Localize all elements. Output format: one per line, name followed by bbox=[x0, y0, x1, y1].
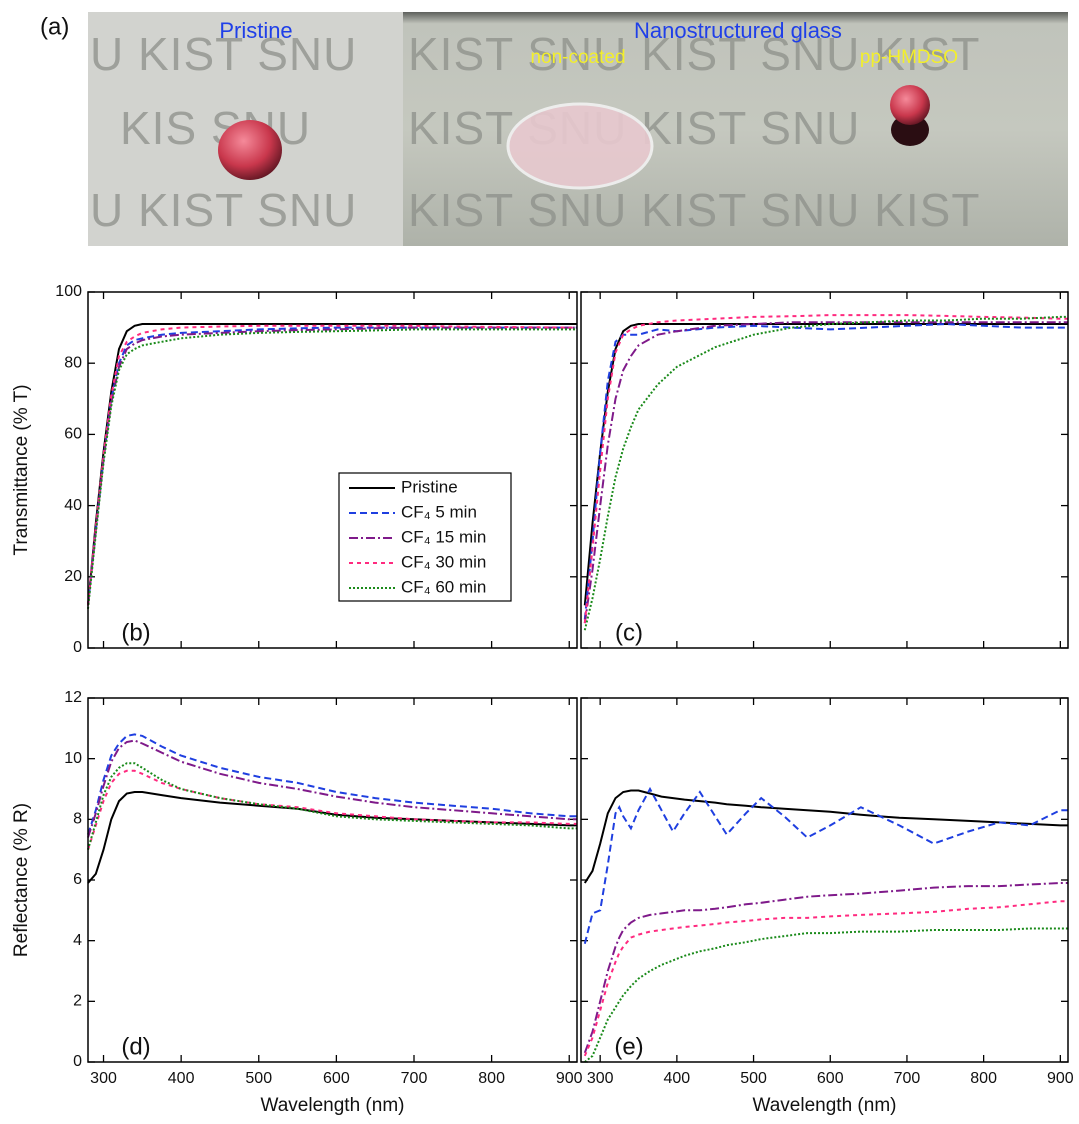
x-tick-label: 800 bbox=[478, 1070, 505, 1087]
watermark-text: KIST SNU KIST SNU KIST bbox=[408, 184, 980, 236]
data-line bbox=[87, 739, 577, 838]
x-tick-label: 700 bbox=[894, 1070, 921, 1087]
data-line bbox=[583, 314, 1068, 624]
x-tick-label: 400 bbox=[664, 1070, 691, 1087]
legend-label: CF₄ 15 min bbox=[401, 527, 486, 546]
x-tick-label: 700 bbox=[401, 1070, 428, 1087]
data-line bbox=[583, 315, 1068, 631]
x-axis-title: Wavelength (nm) bbox=[261, 1095, 405, 1116]
data-line bbox=[87, 328, 577, 609]
x-tick-label: 600 bbox=[323, 1070, 350, 1087]
y-tick-label: 60 bbox=[64, 426, 82, 443]
data-line bbox=[584, 927, 1068, 1063]
watermark-text: U KIST SNU bbox=[90, 28, 357, 80]
data-line bbox=[87, 769, 577, 851]
data-line bbox=[583, 882, 1068, 1054]
plot-frame bbox=[580, 697, 1069, 1063]
plot-frame bbox=[87, 697, 578, 1063]
droplet bbox=[218, 120, 282, 180]
x-tick-label: 300 bbox=[90, 1070, 117, 1087]
panel-label: (b) bbox=[121, 619, 150, 646]
panel-label: (c) bbox=[615, 619, 643, 646]
x-tick-label: 900 bbox=[556, 1070, 583, 1087]
x-tick-label: 900 bbox=[1047, 1070, 1074, 1087]
y-tick-label: 80 bbox=[64, 354, 82, 371]
y-axis-title: Transmittance (% T) bbox=[11, 384, 32, 555]
y-tick-label: 40 bbox=[64, 497, 82, 514]
photo: U KIST SNU KIST SNU KIST SNU KIST KIS SNU K… bbox=[88, 12, 1068, 246]
x-tick-label: 500 bbox=[245, 1070, 272, 1087]
x-tick-label: 800 bbox=[970, 1070, 997, 1087]
panel-label: (a) bbox=[40, 13, 69, 40]
x-tick-label: 600 bbox=[817, 1070, 844, 1087]
watermark-text: KIST SNU KIST SNU KIST bbox=[408, 28, 980, 80]
data-line bbox=[583, 789, 1068, 884]
y-tick-label: 6 bbox=[73, 871, 82, 888]
data-line bbox=[583, 323, 1068, 606]
caption: non-coated bbox=[530, 47, 625, 68]
caption: pp-HMDSO bbox=[860, 47, 958, 68]
y-tick-label: 0 bbox=[73, 1053, 82, 1070]
data-line bbox=[87, 762, 577, 850]
legend-label: Pristine bbox=[401, 477, 458, 496]
droplet-ball bbox=[890, 85, 930, 125]
caption: Nanostructured glass bbox=[634, 18, 842, 43]
x-tick-label: 500 bbox=[740, 1070, 767, 1087]
y-tick-label: 0 bbox=[73, 639, 82, 656]
x-tick-label: 300 bbox=[587, 1070, 614, 1087]
data-line bbox=[87, 324, 577, 606]
x-axis-title: Wavelength (nm) bbox=[753, 1095, 897, 1116]
watermark-text: U KIST SNU bbox=[90, 184, 357, 236]
y-tick-label: 12 bbox=[64, 689, 82, 706]
y-tick-label: 8 bbox=[73, 811, 82, 828]
x-tick-label: 400 bbox=[168, 1070, 195, 1087]
y-tick-label: 4 bbox=[73, 932, 82, 949]
y-tick-label: 100 bbox=[55, 283, 82, 300]
data-line bbox=[87, 326, 577, 606]
y-tick-label: 20 bbox=[64, 568, 82, 585]
data-line bbox=[87, 791, 577, 884]
droplet-spread bbox=[506, 102, 654, 190]
legend-label: CF₄ 5 min bbox=[401, 502, 477, 521]
panel-label: (e) bbox=[614, 1033, 643, 1060]
caption: Pristine bbox=[219, 18, 292, 43]
y-axis-title: Reflectance (% R) bbox=[11, 803, 32, 957]
data-line bbox=[583, 900, 1068, 1057]
y-tick-label: 2 bbox=[73, 993, 82, 1010]
plot-frame bbox=[87, 291, 578, 649]
data-line bbox=[87, 323, 577, 606]
panel-label: (d) bbox=[121, 1033, 150, 1060]
legend-label: CF₄ 30 min bbox=[401, 552, 486, 571]
data-line bbox=[583, 322, 1068, 620]
watermark-text: KIS SNU bbox=[120, 102, 311, 154]
plot-frame bbox=[580, 291, 1069, 649]
data-line bbox=[583, 321, 1068, 624]
y-tick-label: 10 bbox=[64, 750, 82, 767]
data-line bbox=[87, 733, 577, 835]
legend-label: CF₄ 60 min bbox=[401, 577, 486, 596]
